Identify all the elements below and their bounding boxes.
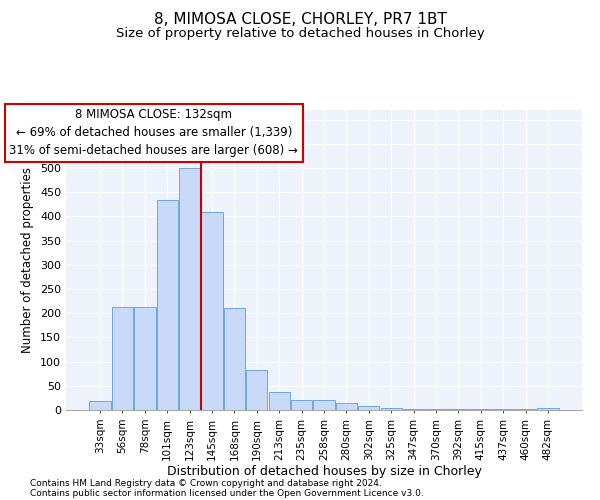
Bar — [134, 308, 155, 410]
Bar — [157, 200, 178, 410]
Bar — [313, 400, 335, 410]
Bar — [470, 408, 491, 410]
Bar — [269, 392, 290, 410]
Bar — [425, 408, 446, 410]
Y-axis label: Number of detached properties: Number of detached properties — [22, 167, 34, 353]
Bar — [515, 408, 536, 410]
Text: Size of property relative to detached houses in Chorley: Size of property relative to detached ho… — [116, 28, 484, 40]
X-axis label: Distribution of detached houses by size in Chorley: Distribution of detached houses by size … — [167, 466, 481, 478]
Bar — [291, 400, 312, 410]
Text: 8 MIMOSA CLOSE: 132sqm
← 69% of detached houses are smaller (1,339)
31% of semi-: 8 MIMOSA CLOSE: 132sqm ← 69% of detached… — [10, 108, 298, 157]
Bar — [380, 408, 402, 410]
Bar — [493, 408, 514, 410]
Bar — [179, 168, 200, 410]
Bar — [202, 212, 223, 410]
Text: 8, MIMOSA CLOSE, CHORLEY, PR7 1BT: 8, MIMOSA CLOSE, CHORLEY, PR7 1BT — [154, 12, 446, 28]
Bar — [448, 408, 469, 410]
Bar — [336, 402, 357, 410]
Bar — [246, 370, 268, 410]
Bar — [112, 308, 133, 410]
Text: Contains public sector information licensed under the Open Government Licence v3: Contains public sector information licen… — [30, 488, 424, 498]
Bar — [224, 308, 245, 410]
Bar — [89, 402, 111, 410]
Bar — [403, 408, 424, 410]
Text: Contains HM Land Registry data © Crown copyright and database right 2024.: Contains HM Land Registry data © Crown c… — [30, 478, 382, 488]
Bar — [358, 406, 379, 410]
Bar — [537, 408, 559, 410]
